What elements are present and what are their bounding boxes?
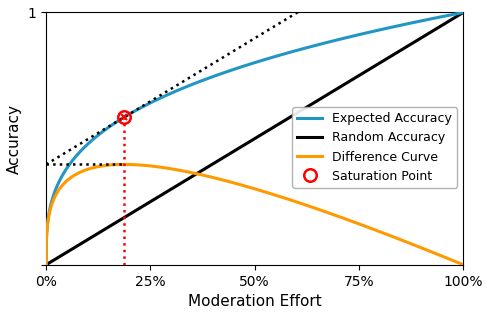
Random Accuracy [461,10,466,14]
Difference Curve [372,228,378,232]
Expected Accuracy [65,166,71,169]
Random Accuracy [235,147,241,151]
Line: Random Accuracy: Random Accuracy [46,12,464,265]
Expected Accuracy [448,13,454,17]
Difference Curve [65,178,71,182]
Difference Curve [235,182,241,186]
Expected Accuracy [246,63,252,66]
Expected Accuracy [235,66,241,70]
Random Accuracy [65,250,71,254]
Line: Expected Accuracy: Expected Accuracy [46,12,464,265]
Expected Accuracy [461,10,466,14]
Random Accuracy [448,18,454,22]
Random Accuracy [448,18,454,22]
Random Accuracy [246,140,252,144]
Legend: Expected Accuracy, Random Accuracy, Difference Curve, Saturation Point: Expected Accuracy, Random Accuracy, Diff… [292,107,457,188]
Y-axis label: Accuracy: Accuracy [7,104,22,173]
Difference Curve [448,258,454,262]
Random Accuracy [371,64,377,68]
Expected Accuracy [43,263,49,267]
Difference Curve [121,162,127,166]
Difference Curve [448,258,454,262]
X-axis label: Moderation Effort: Moderation Effort [188,294,321,309]
Line: Difference Curve: Difference Curve [46,164,464,265]
Expected Accuracy [448,13,454,17]
Difference Curve [246,185,252,189]
Difference Curve [461,263,466,267]
Random Accuracy [43,263,49,267]
Expected Accuracy [371,29,377,33]
Difference Curve [43,263,49,267]
